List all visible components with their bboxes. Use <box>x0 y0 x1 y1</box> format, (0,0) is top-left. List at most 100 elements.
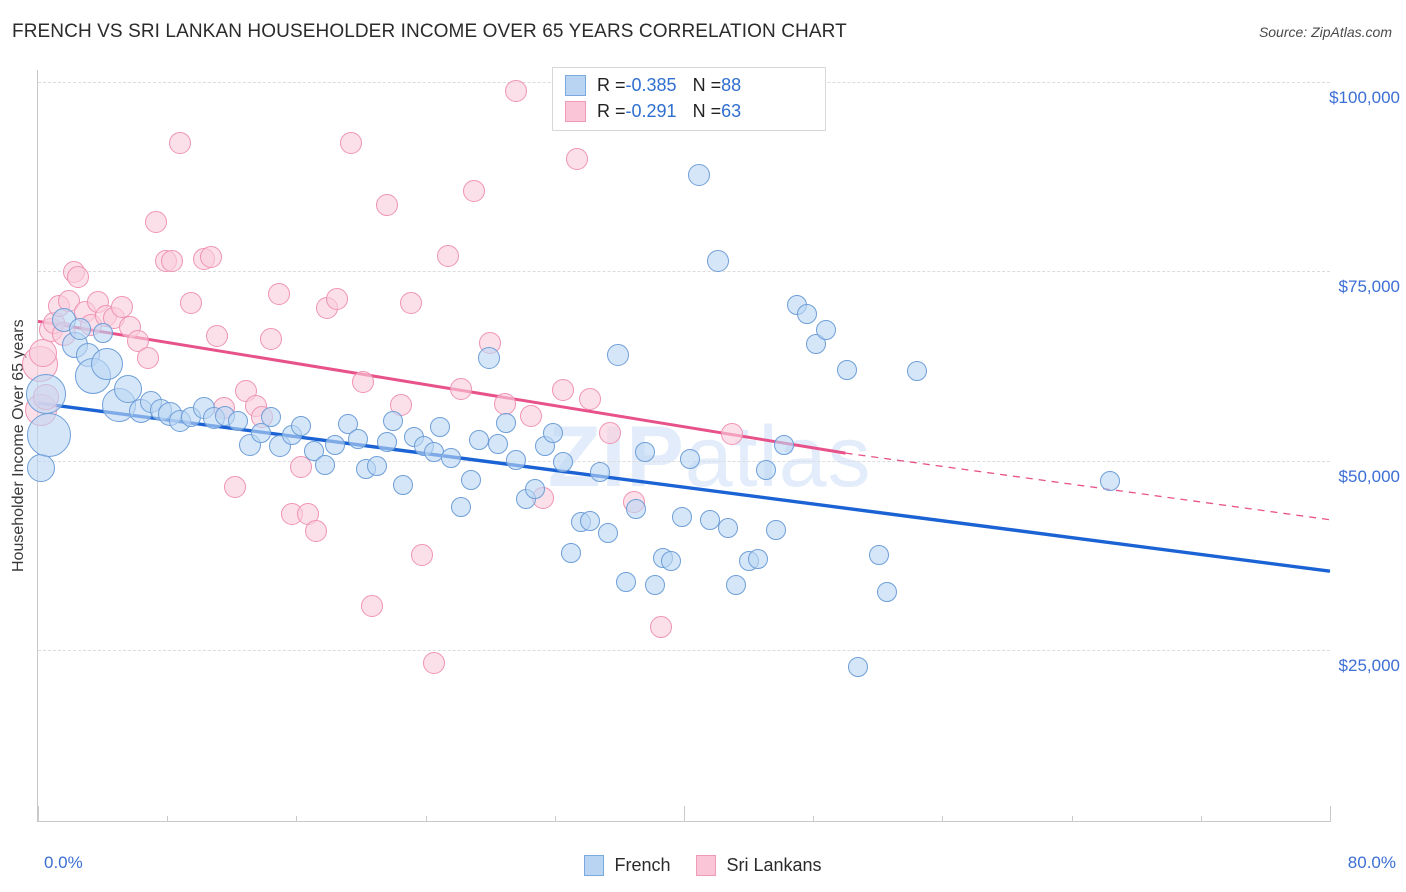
series-legend: French Sri Lankans <box>0 848 1406 882</box>
data-point <box>267 283 290 306</box>
data-point <box>721 423 744 446</box>
gridline <box>38 271 1330 273</box>
data-point <box>551 379 574 402</box>
data-point <box>250 423 271 444</box>
data-point <box>1100 471 1121 492</box>
french-swatch-icon <box>565 74 586 96</box>
data-point <box>260 406 281 427</box>
x-axis-tickmark <box>167 816 169 822</box>
data-point <box>635 441 656 462</box>
data-point <box>224 476 247 499</box>
data-point <box>766 519 787 540</box>
data-point <box>304 520 327 543</box>
data-point <box>477 346 500 369</box>
data-point <box>816 320 837 341</box>
x-axis-tickmark <box>296 816 298 822</box>
data-point <box>725 574 746 595</box>
data-point <box>519 404 542 427</box>
data-point <box>468 430 489 451</box>
data-point <box>451 496 472 517</box>
data-point <box>437 245 460 268</box>
x-axis-tickmark <box>942 816 944 822</box>
data-point <box>180 292 203 315</box>
data-point <box>460 470 481 491</box>
data-point <box>598 422 621 445</box>
x-axis-tickmark <box>1330 806 1331 822</box>
srilankan-r-value: -0.291 <box>625 100 677 121</box>
data-point <box>325 287 348 310</box>
x-axis-tickmark <box>813 816 815 822</box>
data-point <box>680 449 701 470</box>
data-point <box>325 434 346 455</box>
data-point <box>338 413 359 434</box>
srilankan-trendline <box>37 319 846 455</box>
y-axis-tick-label: $25,000 <box>1338 656 1400 675</box>
data-point <box>161 250 184 273</box>
data-point <box>906 360 927 381</box>
data-point <box>848 656 869 677</box>
data-point <box>796 303 817 324</box>
data-point <box>580 511 601 532</box>
data-point <box>598 522 619 543</box>
data-point <box>67 265 90 288</box>
data-point <box>463 180 486 203</box>
data-point <box>199 245 222 268</box>
data-point <box>351 370 374 393</box>
data-point <box>869 545 890 566</box>
data-point <box>259 327 282 350</box>
data-point <box>837 359 858 380</box>
data-point <box>411 543 434 566</box>
legend-row-srilankans: R = -0.291 N = 63 <box>565 98 741 124</box>
data-point <box>136 346 159 369</box>
data-point <box>169 132 192 155</box>
data-point <box>228 410 249 431</box>
data-point <box>774 434 795 455</box>
data-point <box>400 292 423 315</box>
legend-item-french[interactable]: French <box>584 854 670 876</box>
data-point <box>606 344 629 367</box>
data-point <box>206 324 229 347</box>
srilankan-r-label: R = <box>597 100 626 121</box>
x-axis-max-label: 80.0% <box>1347 853 1396 872</box>
trendlines <box>37 319 1331 573</box>
data-point <box>144 211 167 234</box>
x-axis-tickmark <box>1071 816 1073 822</box>
srilankan-n-value: 63 <box>721 100 742 121</box>
data-point <box>717 518 738 539</box>
data-point <box>430 417 451 438</box>
gridline <box>38 650 1330 651</box>
x-axis-tickmark <box>38 806 39 822</box>
data-point <box>383 410 404 431</box>
data-point <box>687 164 710 187</box>
data-point <box>505 80 528 103</box>
data-point <box>110 295 133 318</box>
data-point <box>493 392 516 415</box>
data-point <box>290 456 313 479</box>
french-n-label: N = <box>692 74 722 95</box>
x-axis-tickmark <box>425 816 427 822</box>
y-axis-tick-label: $75,000 <box>1338 277 1400 297</box>
srilankan-legend-swatch-icon <box>696 854 717 876</box>
french-r-value: -0.385 <box>625 74 677 95</box>
source-label: Source: ZipAtlas.com <box>1258 24 1392 40</box>
data-point <box>672 506 693 527</box>
data-point <box>748 549 769 570</box>
x-axis-tickmark <box>1200 816 1202 822</box>
french-n-value: 88 <box>721 74 742 95</box>
legend-item-srilankans[interactable]: Sri Lankans <box>696 854 822 876</box>
data-point <box>422 651 445 674</box>
data-point <box>543 423 564 444</box>
data-point <box>625 499 646 520</box>
data-point <box>92 322 113 343</box>
data-point <box>367 455 388 476</box>
data-point <box>361 595 384 618</box>
french-legend-swatch-icon <box>584 854 605 876</box>
data-point <box>590 462 611 483</box>
plot-area <box>21 70 1331 820</box>
legend-row-french: R = -0.385 N = 88 <box>565 72 741 98</box>
data-point <box>579 387 602 410</box>
srilankan-swatch-icon <box>565 100 586 122</box>
x-axis-line <box>37 821 1330 822</box>
data-point <box>661 550 682 571</box>
